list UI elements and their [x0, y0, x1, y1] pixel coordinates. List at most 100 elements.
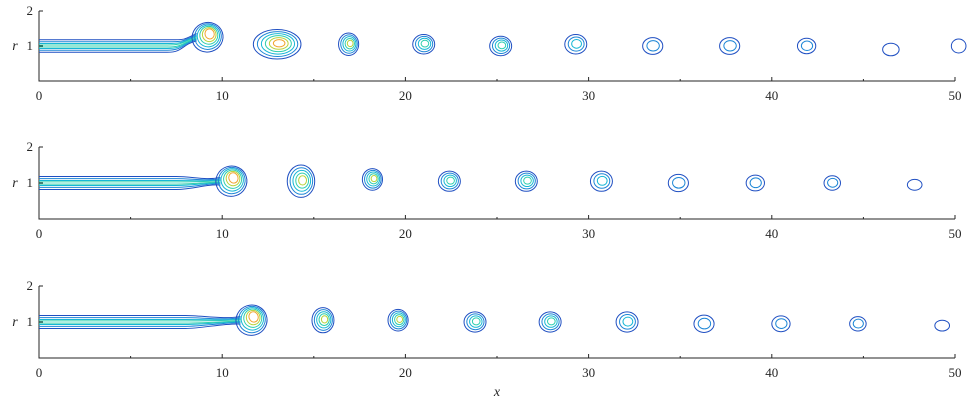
- x-tick-label: 40: [765, 88, 778, 103]
- vortex-contour: [642, 37, 664, 55]
- vortex: [252, 29, 302, 60]
- vortex-contour: [443, 174, 457, 187]
- head-vortex-contour: [204, 28, 215, 40]
- vortex-contour: [544, 315, 558, 328]
- vortex-contour: [523, 176, 532, 185]
- vortex-contour: [396, 315, 404, 323]
- vortex-contour: [344, 37, 355, 50]
- jet-contour: [39, 35, 197, 45]
- y-tick-label: 2: [27, 278, 34, 293]
- vortex: [745, 174, 765, 192]
- panel-1: 0 10 20 30 40 50 1 2 r: [12, 3, 967, 103]
- vortex-contour: [268, 37, 289, 50]
- x-tick-label: 40: [765, 365, 778, 380]
- x-axis-label: x: [493, 385, 501, 400]
- vortex-contour: [491, 37, 511, 54]
- vortex-contour: [391, 312, 406, 328]
- vortex-contour: [264, 35, 292, 53]
- y-tick-label: 1: [27, 175, 34, 190]
- head-vortex-contour: [223, 169, 243, 189]
- head-vortex-contour: [201, 27, 217, 43]
- vortex-contour: [800, 40, 814, 52]
- vortex-contour: [415, 35, 434, 53]
- jet-contour: [39, 315, 241, 319]
- jet-contour: [39, 322, 241, 327]
- y-axis-label: r: [12, 39, 18, 54]
- vortex: [564, 33, 588, 55]
- x-tick-label: 30: [582, 226, 595, 241]
- head-vortex-contour: [191, 21, 224, 53]
- vortex-contour: [463, 311, 487, 333]
- vortex: [882, 42, 900, 57]
- x-tick-label: 30: [582, 88, 595, 103]
- head-vortex-contour: [215, 165, 248, 197]
- vortex-contour: [849, 316, 867, 332]
- vortex-contour: [292, 169, 312, 192]
- x-tick-label: 20: [399, 226, 412, 241]
- x-tick-label: 10: [216, 365, 229, 380]
- panel-3: 0 10 20 30 40 50 1 2 r x: [12, 278, 961, 400]
- vortex: [589, 170, 613, 192]
- vortex-contour: [389, 310, 408, 330]
- vortex-contour: [723, 40, 737, 52]
- vortex: [642, 37, 664, 55]
- vortex-contour: [272, 39, 286, 48]
- vortex-contour: [547, 317, 556, 326]
- vortex: [361, 168, 384, 191]
- vortex-contour: [342, 36, 357, 52]
- vortex-contour: [446, 176, 455, 185]
- panel-2: 0 10 20 30 40 50 1 2 r: [12, 139, 961, 241]
- vortex-contour: [313, 309, 333, 331]
- vortex-contour: [564, 33, 588, 55]
- vortex-contour: [311, 307, 335, 334]
- x-tick-label: 50: [949, 226, 962, 241]
- axes-frame: [38, 286, 955, 359]
- x-tick-label: 50: [949, 88, 962, 103]
- jet-contour: [39, 33, 197, 41]
- jet-contour: [39, 36, 197, 46]
- vortex-contour: [571, 38, 582, 49]
- vortex: [338, 32, 360, 56]
- vortex-contour: [387, 308, 409, 332]
- vortex-contour: [950, 38, 967, 54]
- vortex-contour: [366, 171, 381, 187]
- vortex-contour: [412, 33, 436, 55]
- vortex-contour: [318, 313, 330, 326]
- vortex-contour: [745, 174, 765, 192]
- vortex-contour: [619, 314, 636, 330]
- y-axis-label: r: [12, 176, 18, 191]
- vortex: [387, 308, 409, 332]
- vortex-contour: [417, 37, 432, 50]
- vortex-contour: [361, 168, 384, 191]
- vortex-contour: [320, 315, 329, 324]
- vortex-contour: [497, 41, 507, 50]
- head-vortex-contour: [194, 23, 222, 50]
- vortex-contour: [719, 37, 741, 55]
- x-tick-label: 0: [36, 226, 43, 241]
- axes-frame: [38, 147, 955, 220]
- vortex-contour: [596, 175, 608, 186]
- vortex: [719, 37, 741, 55]
- jet-contour: [39, 178, 221, 181]
- vortex-contour: [749, 177, 762, 189]
- vortex-contour: [541, 313, 560, 331]
- x-tick-label: 10: [216, 88, 229, 103]
- vortex: [771, 315, 791, 333]
- x-tick-label: 20: [399, 365, 412, 380]
- vortex: [693, 314, 715, 333]
- vortex: [823, 175, 841, 191]
- vortex-contour: [693, 314, 715, 333]
- vortex-contour: [567, 36, 585, 52]
- vortex: [463, 311, 487, 333]
- vortex: [615, 311, 639, 333]
- vortex-contour: [775, 318, 788, 329]
- vortex: [412, 33, 436, 55]
- head-vortex-contour: [240, 307, 265, 331]
- vortex-contour: [520, 174, 534, 187]
- vortex-contour: [667, 173, 689, 193]
- vortex-contour: [286, 164, 316, 198]
- vortex: [796, 37, 817, 55]
- y-tick-label: 2: [27, 3, 34, 18]
- vortex-contour: [796, 37, 817, 55]
